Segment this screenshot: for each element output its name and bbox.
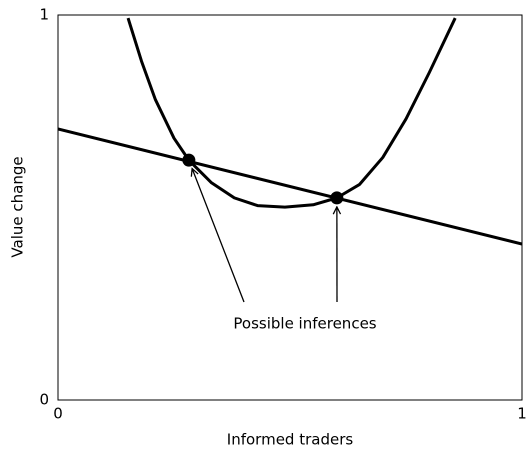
x-tick-label: 1 xyxy=(517,405,527,423)
x-axis-label: Informed traders xyxy=(227,431,354,449)
annotation: Possible inferences xyxy=(233,315,376,333)
x-tick-label: 0 xyxy=(53,405,63,423)
point xyxy=(182,153,196,167)
line xyxy=(58,127,522,246)
y-tick-label: 1 xyxy=(39,6,49,24)
point xyxy=(330,191,344,205)
plot-frame xyxy=(57,14,523,401)
y-tick-label: 0 xyxy=(39,391,49,409)
y-axis-label: Value change xyxy=(9,156,27,257)
annotation-arrow xyxy=(192,169,245,303)
line xyxy=(126,17,457,209)
